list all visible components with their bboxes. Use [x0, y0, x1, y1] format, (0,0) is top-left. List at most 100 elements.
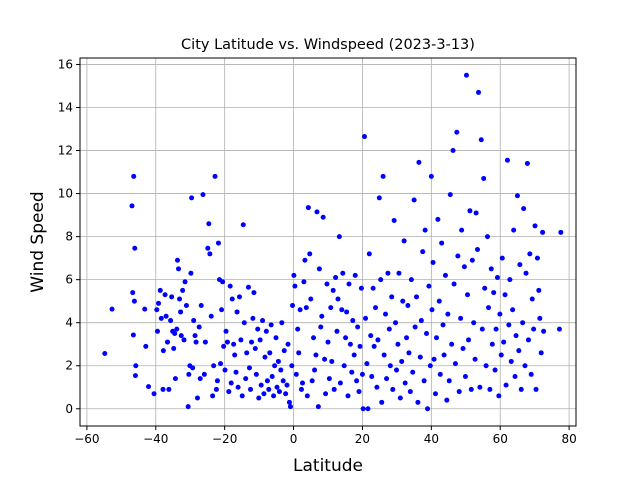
data-point	[368, 333, 374, 339]
data-point	[160, 348, 166, 354]
data-point	[315, 404, 321, 410]
data-point	[451, 281, 457, 287]
data-point	[229, 296, 235, 302]
data-point	[503, 382, 509, 388]
data-point	[330, 287, 336, 293]
y-tick-label: 0	[65, 402, 73, 416]
data-point	[239, 393, 245, 399]
data-point	[347, 341, 353, 347]
data-point	[220, 279, 226, 285]
data-point	[517, 262, 523, 268]
data-point	[371, 343, 377, 349]
data-point	[308, 296, 314, 302]
data-point	[428, 173, 434, 179]
data-point	[431, 356, 437, 362]
data-point	[178, 309, 184, 315]
data-point	[400, 298, 406, 304]
data-point	[326, 376, 332, 382]
data-point	[174, 326, 180, 332]
data-point	[278, 367, 284, 373]
data-point	[408, 277, 414, 283]
data-point	[528, 371, 534, 377]
data-point	[211, 363, 217, 369]
data-point	[415, 399, 421, 405]
data-point	[329, 358, 335, 364]
data-point	[452, 361, 458, 367]
data-point	[467, 208, 473, 214]
data-point	[287, 404, 293, 410]
data-point	[402, 380, 408, 386]
data-point	[232, 352, 238, 358]
data-point	[454, 129, 460, 135]
data-point	[424, 330, 430, 336]
data-point	[379, 399, 385, 405]
data-point	[166, 386, 172, 392]
data-point	[160, 386, 166, 392]
data-point	[257, 337, 263, 343]
data-point	[109, 306, 115, 312]
x-tick-label: 20	[355, 432, 370, 446]
data-point	[439, 240, 445, 246]
y-tick-label: 2	[65, 359, 73, 373]
data-point	[215, 240, 221, 246]
data-point	[511, 227, 517, 233]
data-point	[456, 389, 462, 395]
data-point	[466, 337, 472, 343]
data-point	[516, 348, 522, 354]
data-point	[436, 298, 442, 304]
data-point	[370, 285, 376, 291]
data-point	[387, 363, 393, 369]
data-point	[418, 318, 424, 324]
data-point	[181, 337, 187, 343]
data-point	[129, 203, 135, 209]
data-point	[333, 275, 339, 281]
x-tick-label: −40	[143, 432, 168, 446]
data-point	[527, 251, 533, 257]
data-point	[351, 352, 357, 358]
data-point	[274, 384, 280, 390]
data-point	[376, 195, 382, 201]
data-point	[340, 270, 346, 276]
data-point	[496, 393, 502, 399]
data-point	[537, 315, 543, 321]
data-point	[508, 358, 514, 364]
data-point	[501, 339, 507, 345]
data-point	[248, 386, 253, 392]
data-point	[316, 266, 322, 272]
data-point	[385, 270, 391, 276]
data-point	[286, 399, 292, 405]
data-point	[460, 346, 466, 352]
data-point	[337, 380, 343, 386]
data-point	[296, 350, 302, 356]
data-point	[532, 223, 538, 229]
data-point	[389, 294, 395, 300]
data-point	[343, 335, 349, 341]
data-point	[174, 257, 180, 263]
data-point	[298, 386, 304, 392]
data-point	[513, 333, 519, 339]
data-point	[309, 378, 315, 384]
data-point	[461, 264, 467, 270]
data-point	[465, 292, 470, 298]
data-point	[521, 206, 527, 212]
data-point	[243, 376, 249, 382]
data-point	[432, 391, 438, 397]
data-point	[420, 249, 426, 255]
data-point	[201, 371, 207, 377]
data-point	[491, 290, 497, 296]
data-point	[164, 339, 170, 345]
data-point	[188, 270, 194, 276]
data-point	[285, 341, 291, 347]
data-point	[281, 348, 287, 354]
data-point	[335, 296, 341, 302]
data-point	[556, 326, 562, 332]
data-point	[336, 234, 342, 240]
data-point	[307, 251, 313, 257]
data-point	[395, 341, 401, 347]
data-point	[263, 328, 269, 334]
y-tick-label: 8	[65, 230, 73, 244]
data-point	[303, 305, 309, 311]
data-point	[246, 365, 252, 371]
data-point	[130, 332, 136, 338]
data-point	[271, 393, 277, 399]
